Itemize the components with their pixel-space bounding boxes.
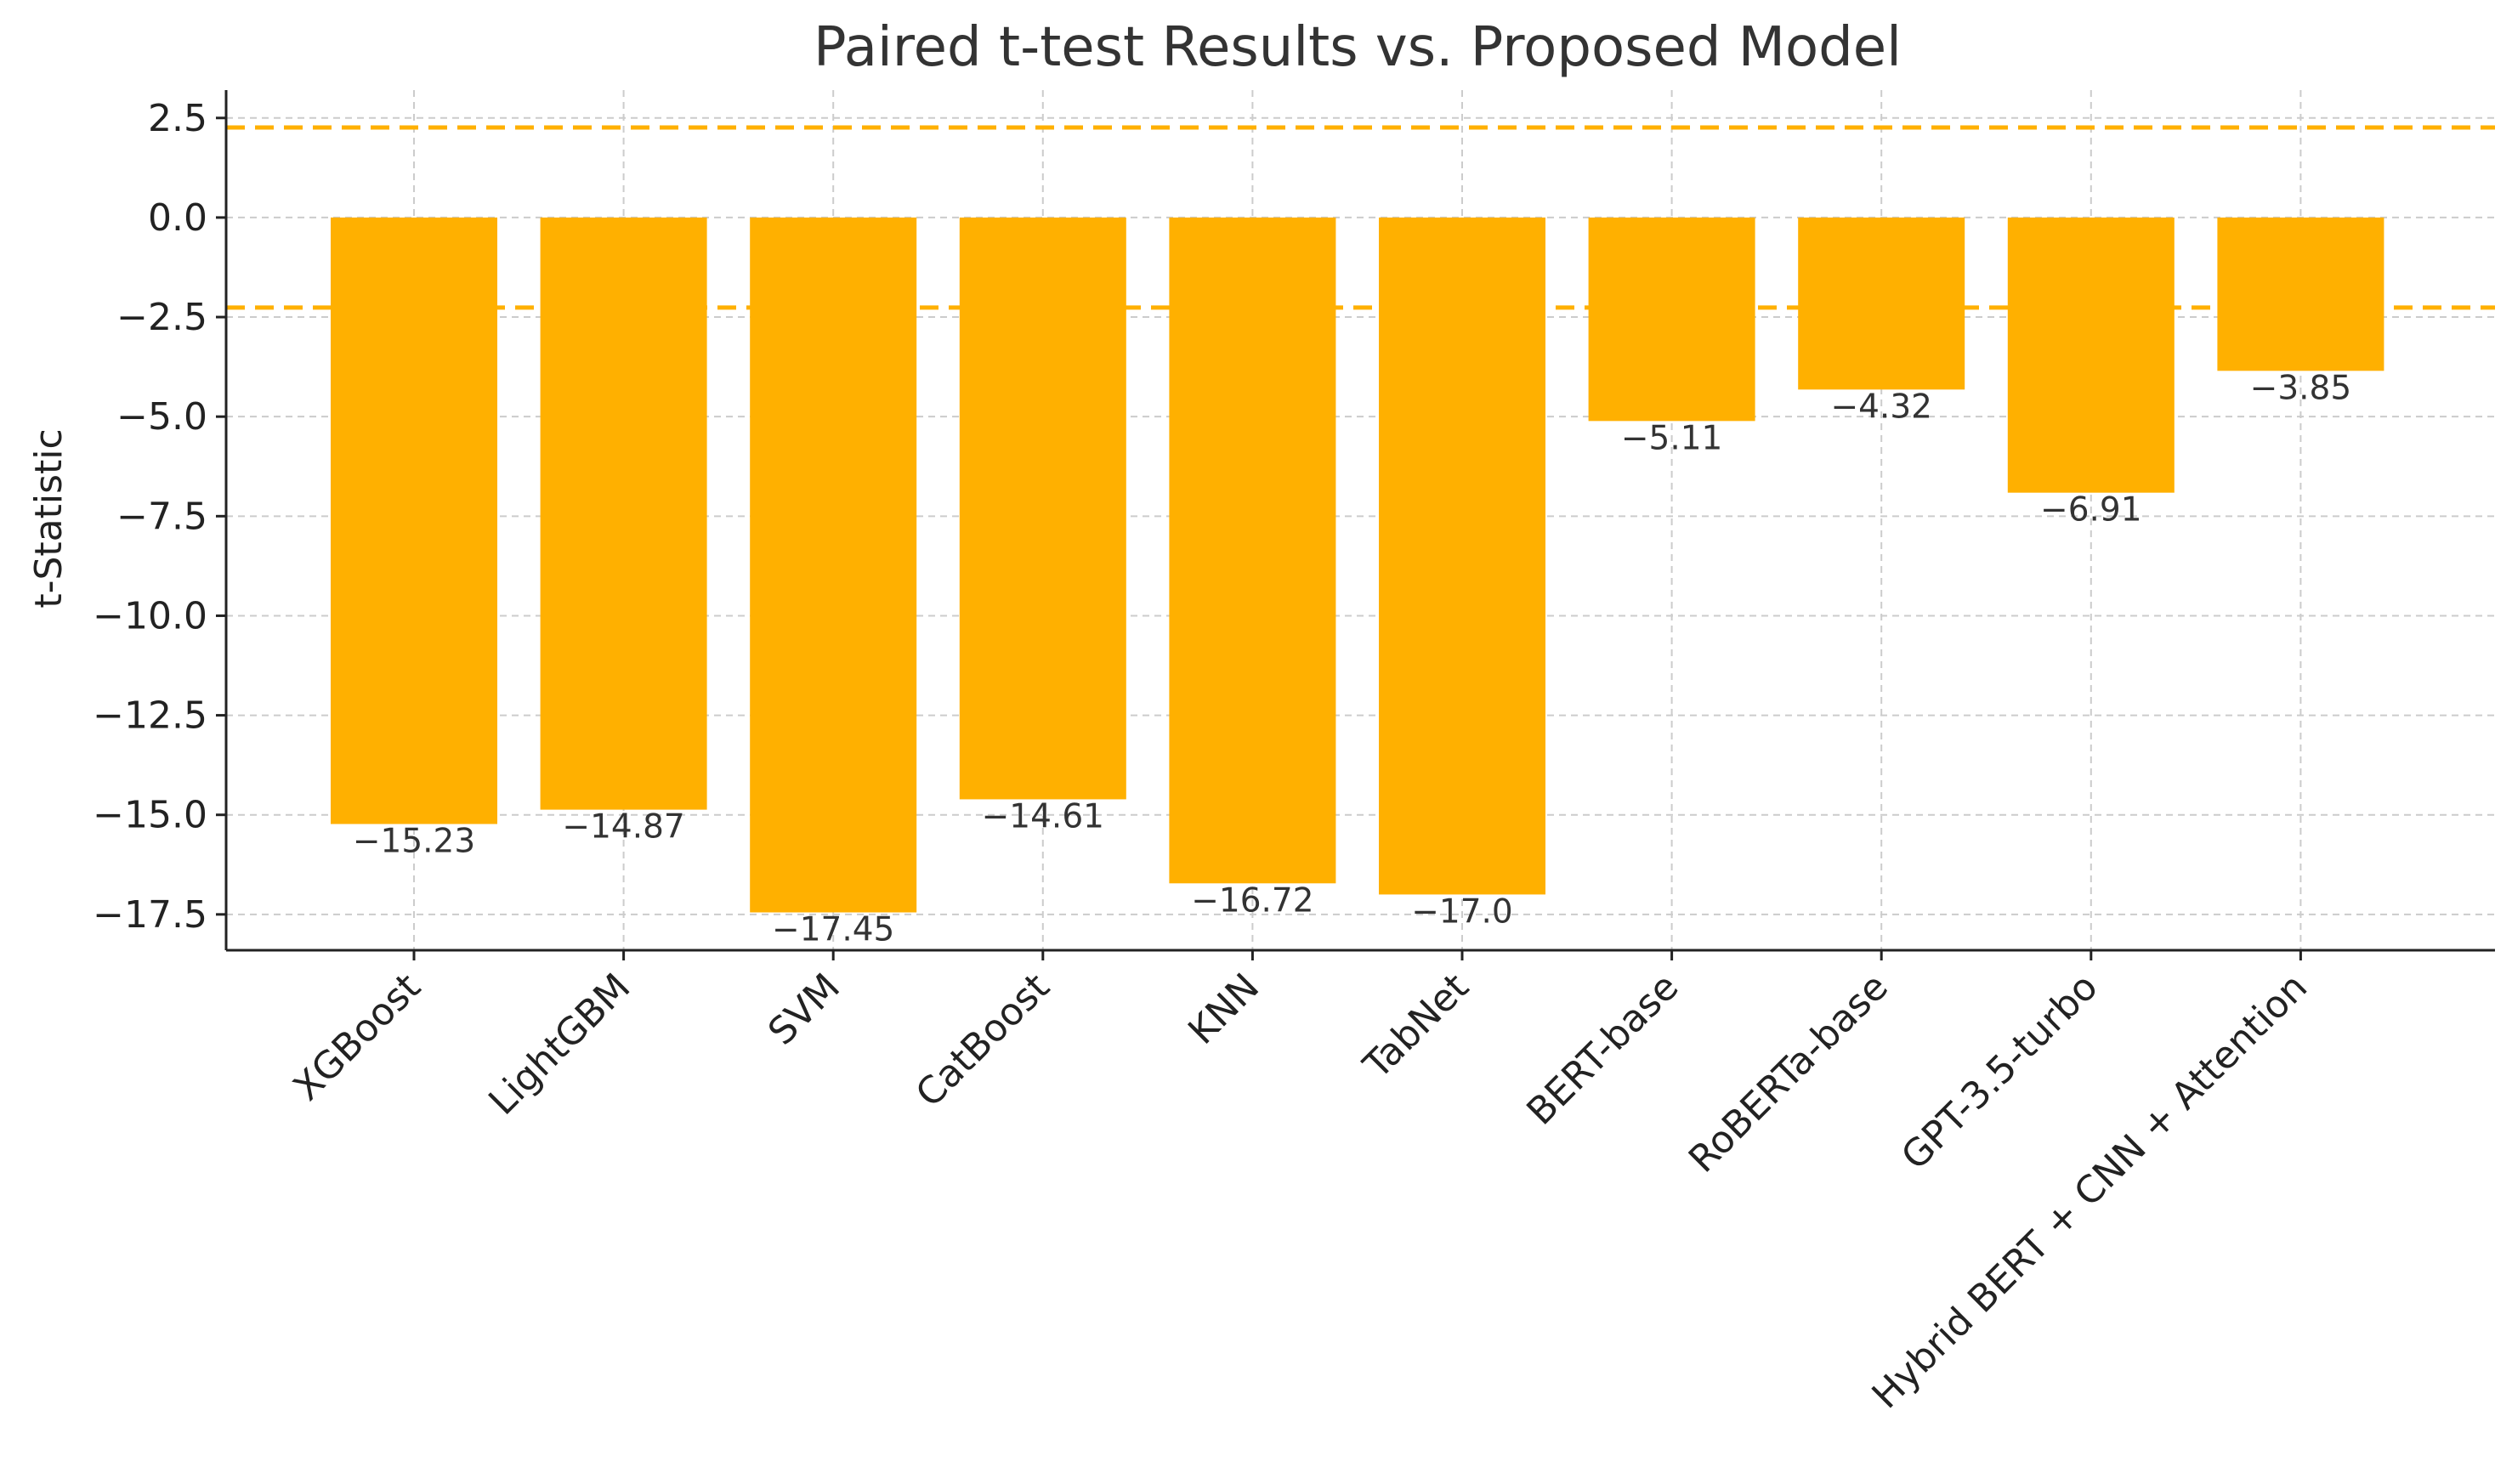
bar (1588, 217, 1755, 422)
x-tick-label: GPT-3.5-turbo (1893, 966, 2107, 1179)
data-label: −17.45 (772, 910, 894, 949)
y-tick-label: −17.5 (93, 893, 207, 937)
data-label: −16.72 (1191, 881, 1313, 920)
data-label: −5.11 (1621, 419, 1723, 457)
chart-title: Paired t-test Results vs. Proposed Model (814, 16, 1902, 79)
data-label: −6.91 (2040, 491, 2142, 530)
bar (331, 217, 497, 824)
x-tick-label: CatBoost (908, 966, 1058, 1116)
y-tick-label: 0.0 (148, 196, 207, 240)
reference-lines (226, 125, 2495, 310)
x-tick-label: Hybrid BERT + CNN + Attention (1864, 966, 2316, 1418)
y-tick-label: −7.5 (116, 495, 207, 538)
bar (1798, 217, 1965, 390)
x-tick-label: TabNet (1355, 966, 1477, 1088)
bar (2007, 217, 2175, 493)
bar (1379, 217, 1545, 895)
x-tick-label: BERT-base (1518, 966, 1687, 1134)
y-tick-label: 2.5 (148, 97, 207, 140)
x-tick-label: RoBERTa-base (1681, 966, 1897, 1181)
bars (331, 217, 2384, 913)
y-axis-label: t-Statistic (27, 428, 71, 608)
data-label: −14.87 (562, 808, 684, 847)
bar (1169, 217, 1336, 884)
bar (750, 217, 917, 913)
data-label: −4.32 (1830, 388, 1932, 426)
x-tick-label: LightGBM (480, 966, 638, 1124)
x-tick-label: XGBoost (285, 966, 428, 1109)
data-label: −14.61 (982, 797, 1104, 835)
x-tick-label: SVM (760, 966, 848, 1054)
bar (959, 217, 1126, 800)
y-tick-label: −2.5 (116, 296, 207, 339)
x-tick-label: KNN (1180, 966, 1267, 1053)
x-ticks: XGBoost LightGBM SVM CatBoost KNN TabNet BERT-… (285, 950, 2316, 1417)
y-tick-label: −12.5 (93, 694, 207, 738)
y-tick-label: −15.0 (93, 794, 207, 837)
data-label: −15.23 (353, 822, 475, 860)
bar (2217, 217, 2384, 371)
y-tick-label: −10.0 (93, 594, 207, 637)
axes (224, 90, 2495, 952)
data-label: −17.0 (1411, 892, 1513, 931)
y-ticks: 2.5 0.0 −2.5 −5.0 −7.5 −10.0 −12.5 −15.0 −17.5 (93, 97, 226, 937)
bar (540, 217, 707, 810)
data-labels: −15.23 −14.87 −17.45 −14.61 −16.72 −17.0 −5.11… (353, 369, 2351, 949)
data-label: −3.85 (2250, 369, 2352, 407)
y-tick-label: −5.0 (116, 395, 207, 439)
